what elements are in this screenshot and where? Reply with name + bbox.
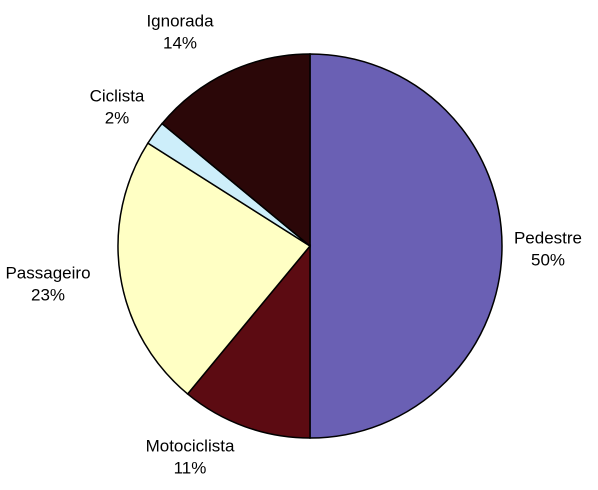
pie-slice	[309, 53, 503, 439]
slice-label: Ciclista	[90, 86, 145, 105]
slice-label: Pedestre	[514, 228, 582, 247]
pie-slice	[117, 142, 312, 395]
slice-label: Passageiro	[5, 263, 90, 282]
pie-slice	[161, 53, 311, 248]
slice-label: Ignorada	[146, 11, 214, 30]
slice-value-label: 23%	[31, 285, 65, 304]
slice-value-label: 14%	[163, 33, 197, 52]
slice-value-label: 2%	[105, 108, 130, 127]
pie-slice	[186, 243, 311, 439]
slice-value-label: 11%	[174, 458, 207, 477]
slice-label: Motociclista	[146, 436, 235, 455]
slice-value-label: 50%	[531, 250, 565, 269]
